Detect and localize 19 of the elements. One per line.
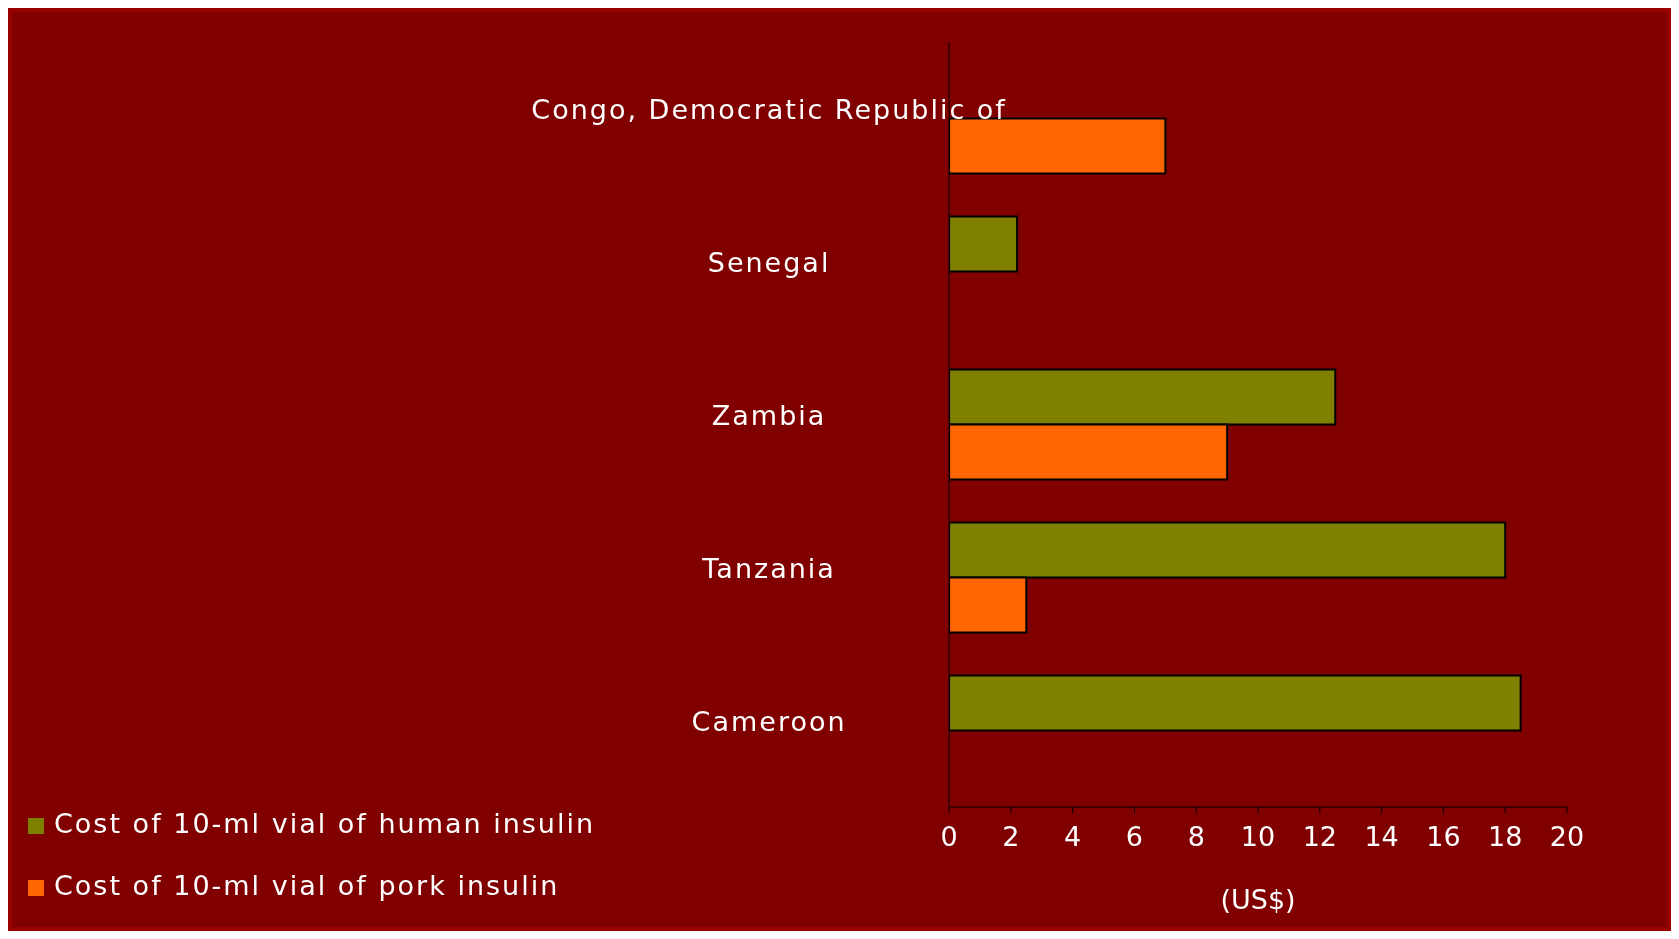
x-axis-title: (US$) [1220, 884, 1296, 915]
y-tick-label: Cameroon [691, 705, 847, 737]
legend-label: Cost of 10-ml vial of pork insulin [54, 870, 560, 901]
x-tick-label: 6 [1125, 821, 1144, 853]
x-tick-label: 20 [1549, 821, 1585, 853]
y-tick-label: Congo, Democratic Republic of [531, 93, 1007, 125]
x-tick-label: 0 [940, 821, 958, 853]
x-tick-label: 8 [1187, 821, 1205, 853]
y-tick-label: Zambia [711, 399, 827, 431]
x-tick-label: 18 [1488, 821, 1523, 853]
x-tick-label: 14 [1364, 821, 1399, 853]
y-tick-label: Senegal [707, 246, 831, 278]
x-tick-label: 4 [1064, 821, 1082, 853]
x-tick-label: 10 [1240, 821, 1276, 853]
x-tick-label: 16 [1426, 821, 1461, 853]
x-tick-label: 2 [1002, 821, 1020, 853]
legend-label: Cost of 10-ml vial of human insulin [54, 808, 596, 839]
x-tick-label: 12 [1302, 821, 1338, 853]
y-tick-label: Tanzania [701, 552, 836, 584]
